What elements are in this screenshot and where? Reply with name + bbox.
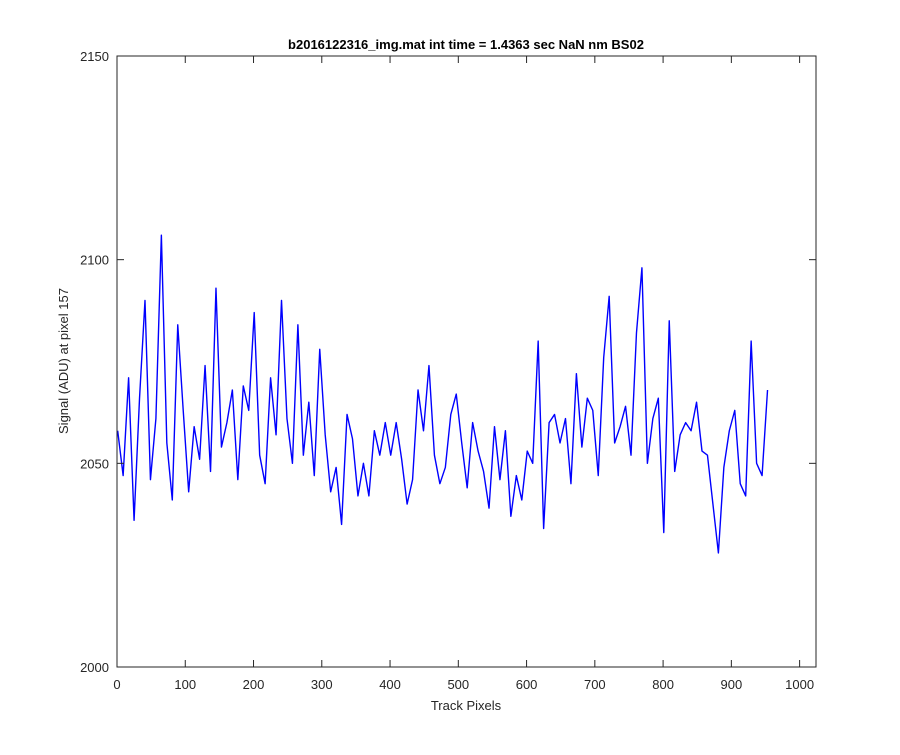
x-tick-label: 0 bbox=[113, 677, 120, 692]
x-tick-label: 700 bbox=[584, 677, 606, 692]
plot-area bbox=[117, 56, 816, 667]
x-axis-ticks: 0 100 200 300 400 500 600 700 800 900 1000 bbox=[113, 56, 814, 692]
y-tick-label: 2100 bbox=[80, 253, 109, 268]
chart-title: b2016122316_img.mat int time = 1.4363 se… bbox=[288, 37, 644, 52]
x-tick-label: 1000 bbox=[785, 677, 814, 692]
signal-series-line bbox=[116, 234, 769, 554]
y-tick-label: 2150 bbox=[80, 49, 109, 64]
y-axis-label: Signal (ADU) at pixel 157 bbox=[56, 288, 71, 434]
y-tick-label: 2050 bbox=[80, 456, 109, 471]
x-tick-label: 300 bbox=[311, 677, 333, 692]
y-tick-label: 2000 bbox=[80, 660, 109, 675]
x-axis-label: Track Pixels bbox=[431, 698, 502, 713]
x-tick-label: 800 bbox=[652, 677, 674, 692]
x-tick-label: 500 bbox=[447, 677, 469, 692]
axes-box bbox=[116, 55, 817, 668]
x-tick-label: 600 bbox=[516, 677, 538, 692]
x-tick-label: 200 bbox=[243, 677, 265, 692]
x-tick-label: 900 bbox=[721, 677, 743, 692]
y-axis-ticks: 2000 2050 2100 2150 bbox=[80, 49, 816, 675]
x-tick-label: 100 bbox=[174, 677, 196, 692]
x-tick-label: 400 bbox=[379, 677, 401, 692]
